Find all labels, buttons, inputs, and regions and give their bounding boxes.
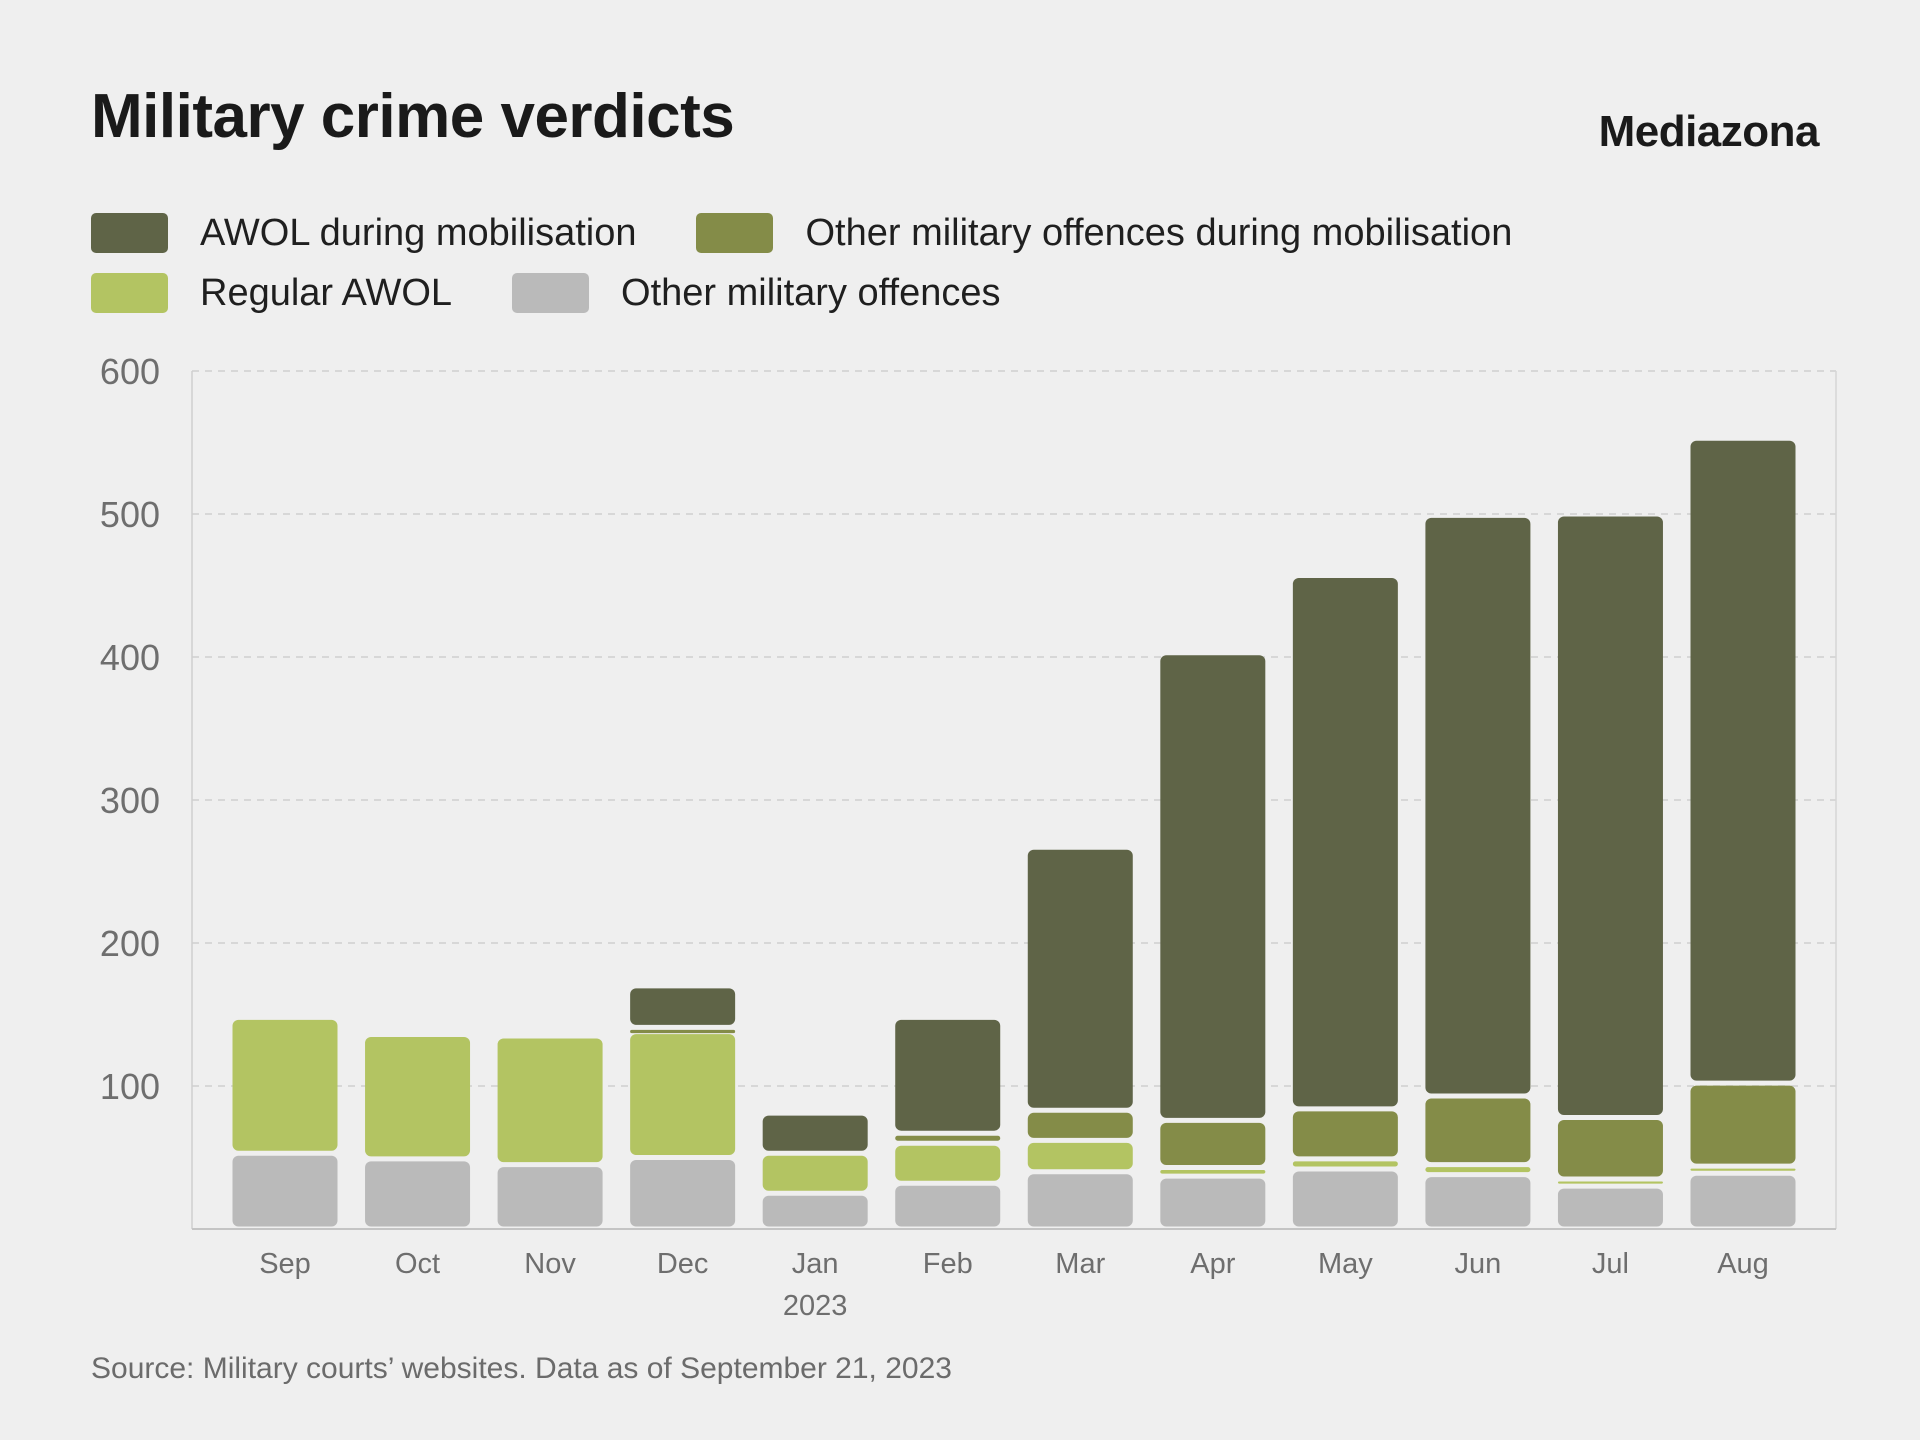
legend-swatch [91,213,168,253]
y-tick-label: 600 [100,351,160,392]
bar-segment [895,1019,1001,1131]
bar-segment [1027,849,1133,1108]
bar-segment [1027,1142,1133,1170]
bar-segment [232,1019,338,1151]
bar-segment [630,1029,736,1034]
x-tick-label: Jan [792,1248,839,1280]
bar-segment [365,1161,471,1227]
bar-segment [1027,1174,1133,1227]
bar-segment [1160,655,1266,1118]
bar-segment [1292,1161,1398,1167]
bar-segment [232,1155,338,1227]
bar-segment [1292,1111,1398,1157]
x-tick-label: Dec [657,1248,709,1280]
legend-label: AWOL during mobilisation [200,211,637,254]
bar-segment [1160,1122,1266,1166]
x-tick-sublabel: 2023 [783,1290,848,1322]
x-tick-label: Nov [524,1248,576,1280]
bar-segment [365,1037,471,1157]
y-tick-label: 100 [100,1066,160,1107]
x-tick-label: Mar [1055,1248,1105,1280]
bar-segment [1425,1167,1531,1173]
legend-swatch [91,273,168,313]
bar-segment [1292,577,1398,1107]
x-tick-label: Sep [259,1248,311,1280]
bar-segment [1557,1181,1663,1184]
x-tick-label: Feb [923,1248,973,1280]
bar-segment [1160,1178,1266,1227]
bar-segment [630,988,736,1025]
legend-label: Regular AWOL [200,271,453,314]
legend-row: Regular AWOL Other military offences [91,263,1811,323]
bar-segment [1557,1119,1663,1177]
bar-segment [762,1155,868,1191]
legend-swatch [696,213,774,253]
x-tick-label: Aug [1717,1248,1769,1280]
bar-segment [762,1195,868,1227]
bar-segment [497,1167,603,1227]
x-tick-label: Jul [1592,1248,1629,1280]
bar-segment [1690,1085,1796,1164]
bar-segment [1690,440,1796,1081]
bar-segment [1557,516,1663,1115]
bar-segment [895,1135,1001,1141]
x-tick-label: May [1318,1248,1373,1280]
legend-swatch [512,273,590,313]
bar-segment [895,1185,1001,1227]
legend-row: AWOL during mobilisation Other military … [91,203,1811,263]
bar-segment [630,1160,736,1227]
x-tick-label: Apr [1190,1248,1235,1280]
y-tick-label: 300 [100,780,160,821]
bar-segment [1292,1171,1398,1227]
bar-segment [497,1038,603,1163]
chart-title: Military crime verdicts [91,82,735,151]
legend-item-regular-awol: Regular AWOL [91,272,452,315]
bar-segment [762,1115,868,1151]
bar-segment [1425,1098,1531,1163]
bar-segment [1027,1112,1133,1138]
y-tick-label: 500 [100,494,160,535]
legend-item-other-offences-mobilisation: Other military offences during mobilisat… [696,212,1512,255]
bar-segment [895,1145,1001,1181]
x-tick-label: Oct [395,1248,440,1280]
bar-segment [1690,1168,1796,1171]
chart-legend: AWOL during mobilisation Other military … [91,203,1811,323]
source-note: Source: Military courts’ websites. Data … [91,1352,952,1385]
x-tick-label: Jun [1455,1248,1502,1280]
bar-segment [1160,1170,1266,1174]
legend-item-other-offences: Other military offences [512,272,1000,315]
bar-segment [1690,1175,1796,1227]
legend-label: Other military offences [621,271,1001,314]
bar-segment [630,1034,736,1155]
y-tick-label: 200 [100,923,160,964]
y-tick-label: 400 [100,637,160,678]
bar-segment [1425,1177,1531,1227]
brand-logo: Mediazona [1598,107,1820,156]
bar-segment [1557,1188,1663,1227]
legend-item-awol-mobilisation: AWOL during mobilisation [91,212,636,255]
legend-label: Other military offences during mobilisat… [805,211,1513,254]
bar-segment [1425,517,1531,1094]
